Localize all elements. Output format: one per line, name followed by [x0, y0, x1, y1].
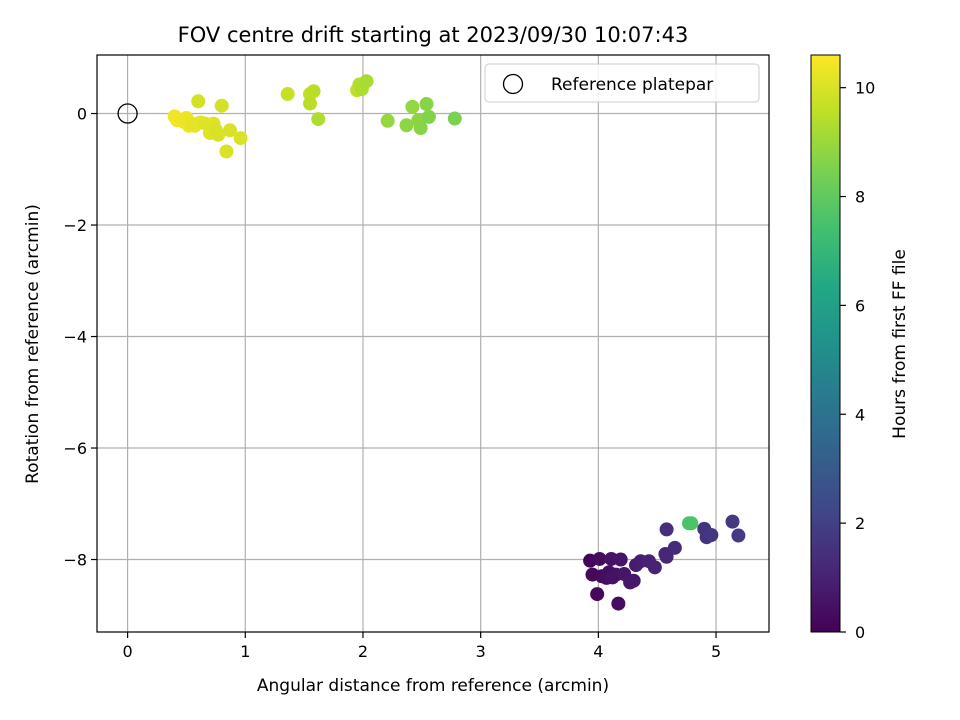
colorbar-ticks: 0 2 4 6 8 10 — [840, 79, 875, 642]
x-tick-label: 0 — [123, 642, 133, 661]
data-point — [214, 98, 229, 113]
data-point — [380, 113, 395, 128]
data-point — [211, 127, 226, 142]
data-point — [413, 121, 428, 136]
data-point — [233, 131, 248, 146]
data-point — [704, 527, 719, 542]
x-tick-label: 1 — [240, 642, 250, 661]
x-axis-ticks: 0 1 2 3 4 5 — [123, 632, 721, 661]
data-points — [167, 74, 746, 611]
data-point — [219, 144, 234, 159]
legend-entry-reference: Reference platepar — [551, 75, 713, 95]
data-point — [280, 87, 295, 102]
data-point — [592, 551, 607, 566]
data-point — [659, 522, 674, 537]
data-point — [359, 74, 374, 89]
data-point — [647, 560, 662, 575]
data-point — [731, 528, 746, 543]
y-tick-label: −8 — [63, 551, 87, 570]
y-axis-ticks: 0 −2 −4 −6 −8 — [63, 105, 97, 570]
colorbar-label: Hours from first FF file — [890, 249, 910, 439]
data-point — [613, 552, 628, 567]
reference-platepar-marker — [117, 103, 138, 124]
colorbar-tick-label: 6 — [855, 296, 865, 315]
x-tick-label: 2 — [358, 642, 368, 661]
data-point — [421, 109, 436, 124]
legend-box — [484, 63, 760, 103]
grid-lines — [97, 55, 769, 632]
colorbar-tick-label: 4 — [855, 405, 865, 424]
colorbar-tick-label: 10 — [855, 79, 875, 98]
y-axis-label: Rotation from reference (arcmin) — [23, 204, 43, 484]
data-point — [611, 596, 626, 611]
data-point — [659, 549, 674, 564]
x-tick-label: 3 — [476, 642, 486, 661]
y-tick-label: 0 — [77, 105, 87, 124]
data-point — [419, 97, 434, 112]
data-point — [306, 84, 321, 99]
x-tick-label: 5 — [711, 642, 721, 661]
legend-marker — [502, 73, 524, 95]
legend: Reference platepar — [484, 63, 760, 103]
data-point — [447, 111, 462, 126]
colorbar-tick-label: 8 — [855, 188, 865, 207]
y-tick-label: −6 — [63, 439, 87, 458]
data-point — [725, 514, 740, 529]
colorbar-gradient — [810, 54, 841, 633]
data-point — [667, 540, 682, 555]
data-point — [405, 99, 420, 114]
data-point — [626, 573, 641, 588]
chart-title: FOV centre drift starting at 2023/09/30 … — [178, 23, 689, 47]
data-point — [590, 587, 605, 602]
y-tick-label: −2 — [63, 216, 87, 235]
reference-marker-layer — [117, 103, 138, 124]
data-point — [303, 96, 318, 111]
data-point — [684, 516, 699, 531]
x-axis-label: Angular distance from reference (arcmin) — [257, 676, 609, 696]
data-point — [222, 123, 237, 138]
data-point — [311, 112, 326, 127]
data-point — [191, 94, 206, 109]
x-tick-label: 4 — [593, 642, 603, 661]
colorbar: 0 2 4 6 8 10 Hours from first FF file — [810, 54, 910, 642]
data-point — [399, 118, 414, 133]
y-tick-label: −4 — [63, 328, 87, 347]
plot-frame — [96, 54, 770, 633]
colorbar-tick-label: 2 — [855, 514, 865, 533]
colorbar-tick-label: 0 — [855, 623, 865, 642]
